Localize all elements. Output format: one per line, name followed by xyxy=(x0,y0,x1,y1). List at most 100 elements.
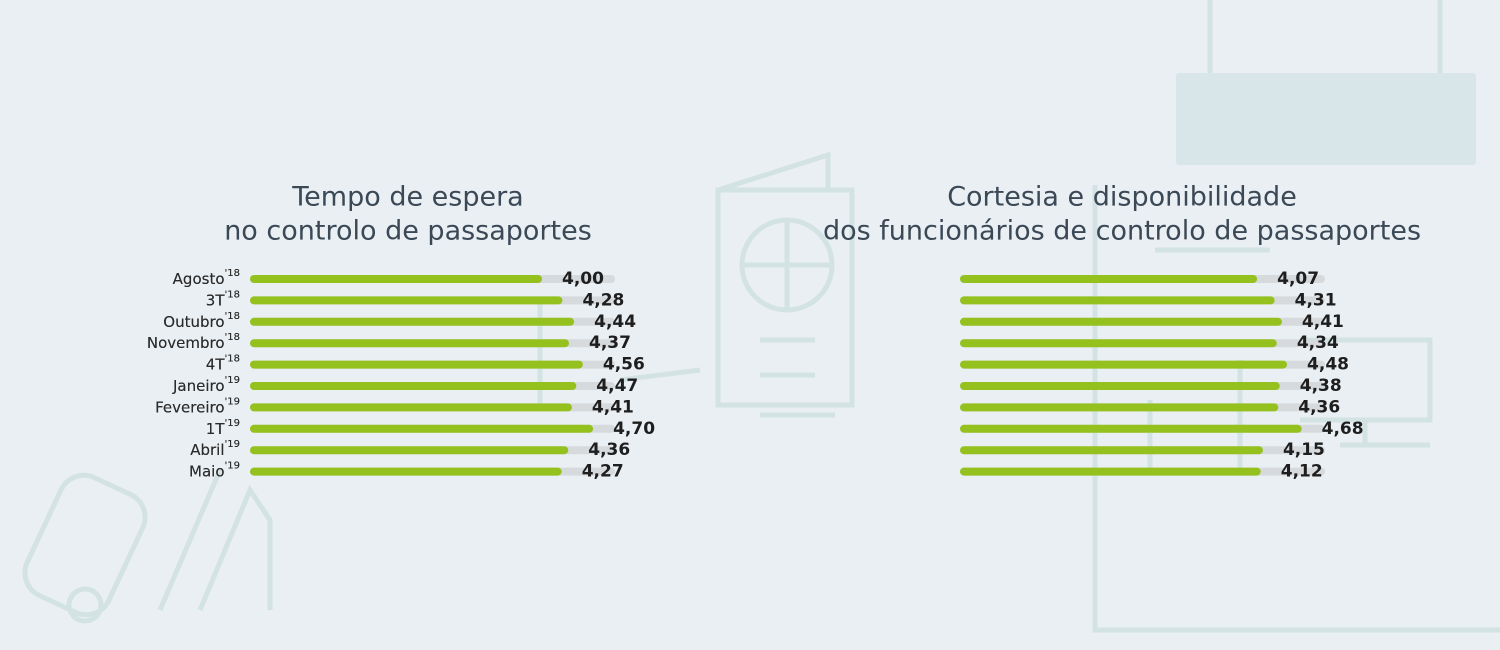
value-label: 4,07 xyxy=(1277,269,1319,289)
category-label: Maio'19 xyxy=(189,461,240,481)
bar xyxy=(960,424,1302,433)
value-label: 4,47 xyxy=(596,376,638,396)
value-label: 4,41 xyxy=(1302,312,1344,332)
bar xyxy=(250,382,577,390)
bar xyxy=(960,317,1282,326)
value-label: 4,48 xyxy=(1307,355,1349,375)
chart-title: Tempo de espera xyxy=(291,182,523,213)
category-name: 3T xyxy=(206,291,226,309)
category-year: '18 xyxy=(225,289,240,300)
value-label: 4,36 xyxy=(1298,397,1340,417)
category-label: 1T'19 xyxy=(206,418,240,438)
category-name: Maio xyxy=(189,462,224,480)
category-name: Maio xyxy=(189,462,224,480)
bar xyxy=(960,446,1263,455)
category-name: 3T xyxy=(206,291,226,309)
background-illustration xyxy=(22,0,1500,633)
category-label: Fevereiro'19 xyxy=(155,396,240,416)
bar xyxy=(250,360,583,369)
category-name: Agosto xyxy=(173,270,225,288)
category-year: '18 xyxy=(225,354,240,365)
bar xyxy=(250,317,575,326)
category-year: '19 xyxy=(225,439,240,450)
category-name: Abril xyxy=(190,441,224,459)
category-label: Novembro'18 xyxy=(147,332,240,352)
bar xyxy=(250,467,562,476)
category-label: Janeiro'19 xyxy=(172,375,240,395)
category-name: 1T xyxy=(206,419,226,437)
category-label: 3T'18 xyxy=(206,289,240,309)
value-label: 4,27 xyxy=(582,462,624,482)
category-year: '19 xyxy=(225,396,240,407)
category-label: Agosto'18 xyxy=(173,268,240,288)
category-name: Outubro xyxy=(163,312,224,330)
bar xyxy=(250,424,594,433)
category-year: '19 xyxy=(225,375,240,386)
category-year: '19 xyxy=(225,375,240,386)
category-year: '18 xyxy=(225,268,240,279)
category-year: '18 xyxy=(225,268,240,279)
value-label: 4,12 xyxy=(1281,462,1323,482)
bar xyxy=(960,382,1280,390)
value-label: 4,36 xyxy=(588,440,630,460)
chart-title: dos funcionários de controlo de passapor… xyxy=(823,216,1421,247)
category-name: Janeiro xyxy=(172,377,225,395)
category-year: '18 xyxy=(225,311,240,322)
category-year: '19 xyxy=(225,461,240,472)
value-label: 4,38 xyxy=(1300,376,1342,396)
bar xyxy=(960,467,1261,476)
category-name: Agosto xyxy=(173,270,225,288)
value-label: 4,00 xyxy=(562,269,604,289)
category-name: Janeiro xyxy=(172,377,225,395)
category-year: '19 xyxy=(225,418,240,429)
bar xyxy=(250,296,563,305)
category-year: '18 xyxy=(225,289,240,300)
value-label: 4,37 xyxy=(589,333,631,353)
category-year: '19 xyxy=(225,418,240,429)
category-label: Abril'19 xyxy=(190,439,240,459)
value-label: 4,70 xyxy=(613,419,655,439)
category-year: '18 xyxy=(225,332,240,343)
category-label: 1T'19 xyxy=(206,418,240,438)
value-label: 4,31 xyxy=(1295,290,1337,310)
category-label: Fevereiro'19 xyxy=(155,396,240,416)
bar xyxy=(250,446,569,455)
category-year: '18 xyxy=(225,354,240,365)
category-label: Outubro'18 xyxy=(163,311,240,331)
category-year: '18 xyxy=(225,311,240,322)
bar xyxy=(960,296,1275,305)
category-name: Outubro xyxy=(163,312,224,330)
category-year: '19 xyxy=(225,439,240,450)
bar xyxy=(960,275,1258,283)
bar xyxy=(960,360,1288,369)
value-label: 4,44 xyxy=(594,312,636,332)
chart-title: no controlo de passaportes xyxy=(224,216,592,247)
category-name: Novembro xyxy=(147,334,225,352)
category-label: Agosto'18 xyxy=(173,268,240,288)
category-name: Novembro xyxy=(147,334,225,352)
category-name: Abril xyxy=(190,441,224,459)
category-label: 4T'18 xyxy=(206,354,240,374)
category-label: 3T'18 xyxy=(206,289,240,309)
bar xyxy=(250,403,572,412)
bar xyxy=(250,275,542,283)
value-label: 4,28 xyxy=(582,290,624,310)
category-label: Janeiro'19 xyxy=(172,375,240,395)
value-label: 4,34 xyxy=(1297,333,1339,353)
category-name: Fevereiro xyxy=(155,398,224,416)
bar xyxy=(960,339,1277,348)
category-year: '18 xyxy=(225,332,240,343)
value-label: 4,15 xyxy=(1283,440,1325,460)
bar xyxy=(250,339,570,348)
value-label: 4,68 xyxy=(1322,419,1364,439)
category-name: 4T xyxy=(206,355,226,373)
category-name: Fevereiro xyxy=(155,398,224,416)
category-label: 4T'18 xyxy=(206,354,240,374)
category-label: Abril'19 xyxy=(190,439,240,459)
bar xyxy=(960,403,1279,412)
sign xyxy=(1176,73,1476,165)
category-name: 4T xyxy=(206,355,226,373)
category-label: Novembro'18 xyxy=(147,332,240,352)
category-year: '19 xyxy=(225,396,240,407)
